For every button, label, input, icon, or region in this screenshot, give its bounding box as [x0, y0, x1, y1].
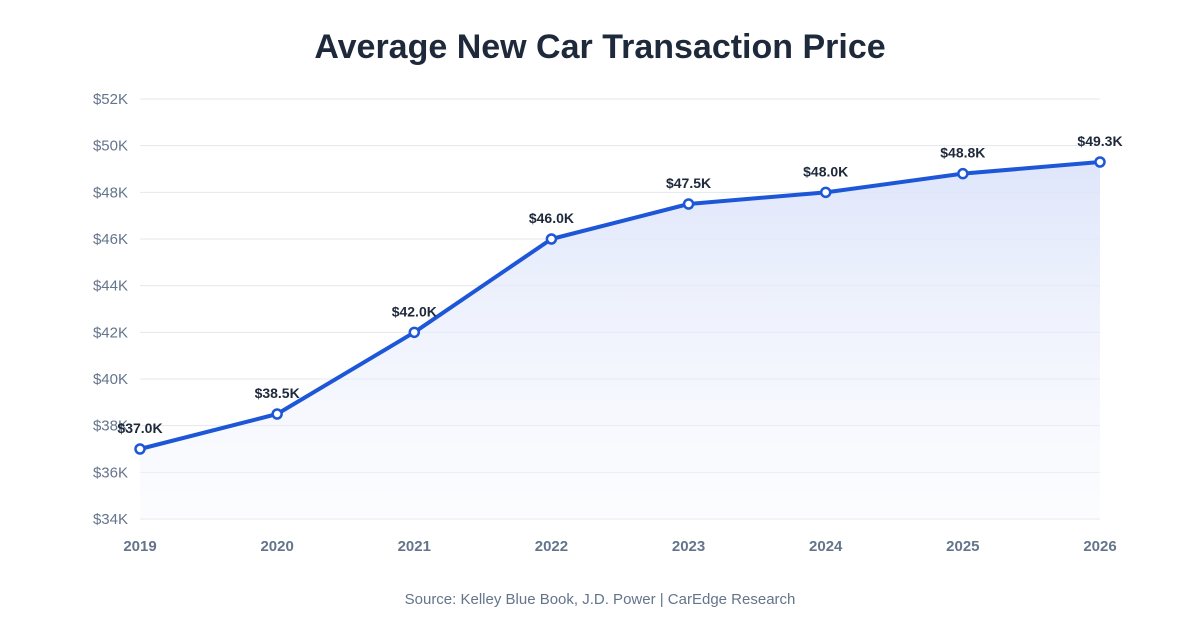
data-label: $49.3K [1077, 133, 1122, 149]
y-tick-label: $36K [93, 464, 128, 481]
x-tick-label: 2025 [946, 538, 979, 555]
data-label: $38.5K [255, 385, 300, 401]
data-point [271, 408, 283, 420]
data-label: $48.8K [940, 145, 985, 161]
data-point [408, 326, 421, 339]
y-tick-label: $34K [93, 511, 128, 528]
data-point [682, 198, 695, 210]
y-tick-label: $38K [93, 418, 128, 435]
y-tick-label: $50K [93, 138, 128, 155]
x-tick-label: 2026 [1083, 538, 1116, 555]
data-label: $37.0K [117, 420, 162, 436]
x-tick-label: 2020 [260, 538, 293, 555]
data-label: $46.0K [529, 210, 574, 226]
area-fill [140, 162, 1100, 519]
data-label: $47.5K [666, 175, 711, 191]
x-tick-label: 2024 [809, 538, 843, 555]
y-tick-label: $48K [93, 184, 128, 201]
y-tick-label: $46K [93, 231, 128, 248]
data-label: $48.0K [803, 163, 848, 179]
data-point [957, 167, 969, 180]
y-tick-label: $44K [93, 278, 128, 295]
y-tick-label: $52K [93, 91, 128, 108]
series-line [138, 160, 1102, 451]
data-point [134, 443, 146, 455]
source-note: Source: Kelley Blue Book, J.D. Power | C… [404, 591, 796, 608]
y-tick-label: $40K [93, 371, 128, 388]
data-label: $42.0K [392, 303, 437, 319]
x-tick-label: 2022 [535, 538, 568, 555]
x-tick-label: 2021 [398, 538, 431, 555]
data-point [1094, 156, 1106, 168]
x-tick-label: 2019 [123, 538, 156, 555]
x-tick-label: 2023 [672, 538, 705, 555]
chart-title: Average New Car Transaction Price [314, 28, 886, 66]
data-point [819, 186, 832, 199]
y-tick-label: $42K [93, 324, 128, 341]
data-point [545, 233, 558, 245]
